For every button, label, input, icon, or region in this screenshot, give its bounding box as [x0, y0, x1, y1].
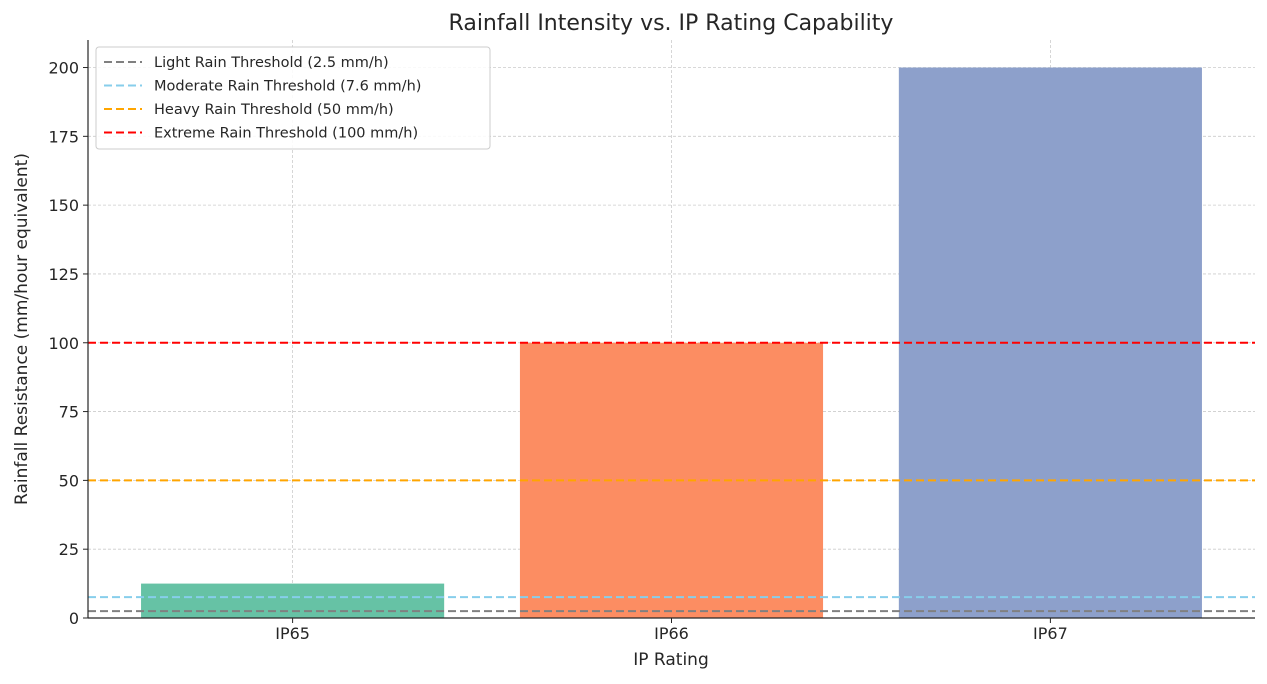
y-axis-label: Rainfall Resistance (mm/hour equivalent): [12, 153, 32, 505]
y-tick-label: 100: [48, 334, 79, 353]
y-tick-label: 0: [69, 609, 79, 628]
chart-title: Rainfall Intensity vs. IP Rating Capabil…: [449, 11, 894, 36]
legend-frame: [95, 46, 491, 150]
y-tick-label: 25: [59, 540, 79, 559]
bar-ip65: [141, 583, 445, 618]
y-tick-label: 125: [48, 265, 79, 284]
legend-label: Extreme Rain Threshold (100 mm/h): [154, 126, 418, 142]
legend-label: Light Rain Threshold (2.5 mm/h): [154, 55, 389, 71]
x-axis-label: IP Rating: [633, 650, 708, 670]
y-tick-label: 200: [48, 59, 79, 78]
y-tick-label: 50: [59, 471, 79, 490]
legend-label: Moderate Rain Threshold (7.6 mm/h): [154, 79, 421, 95]
y-tick-label: 150: [48, 196, 79, 215]
y-tick-label: 75: [59, 403, 79, 422]
x-tick-label: IP65: [275, 624, 310, 643]
x-tick-label: IP67: [1033, 624, 1068, 643]
legend-label: Heavy Rain Threshold (50 mm/h): [154, 102, 394, 118]
y-tick-label: 175: [48, 127, 79, 146]
x-tick-label: IP66: [654, 624, 689, 643]
legend: Light Rain Threshold (2.5 mm/h) Moderate …: [95, 46, 491, 150]
